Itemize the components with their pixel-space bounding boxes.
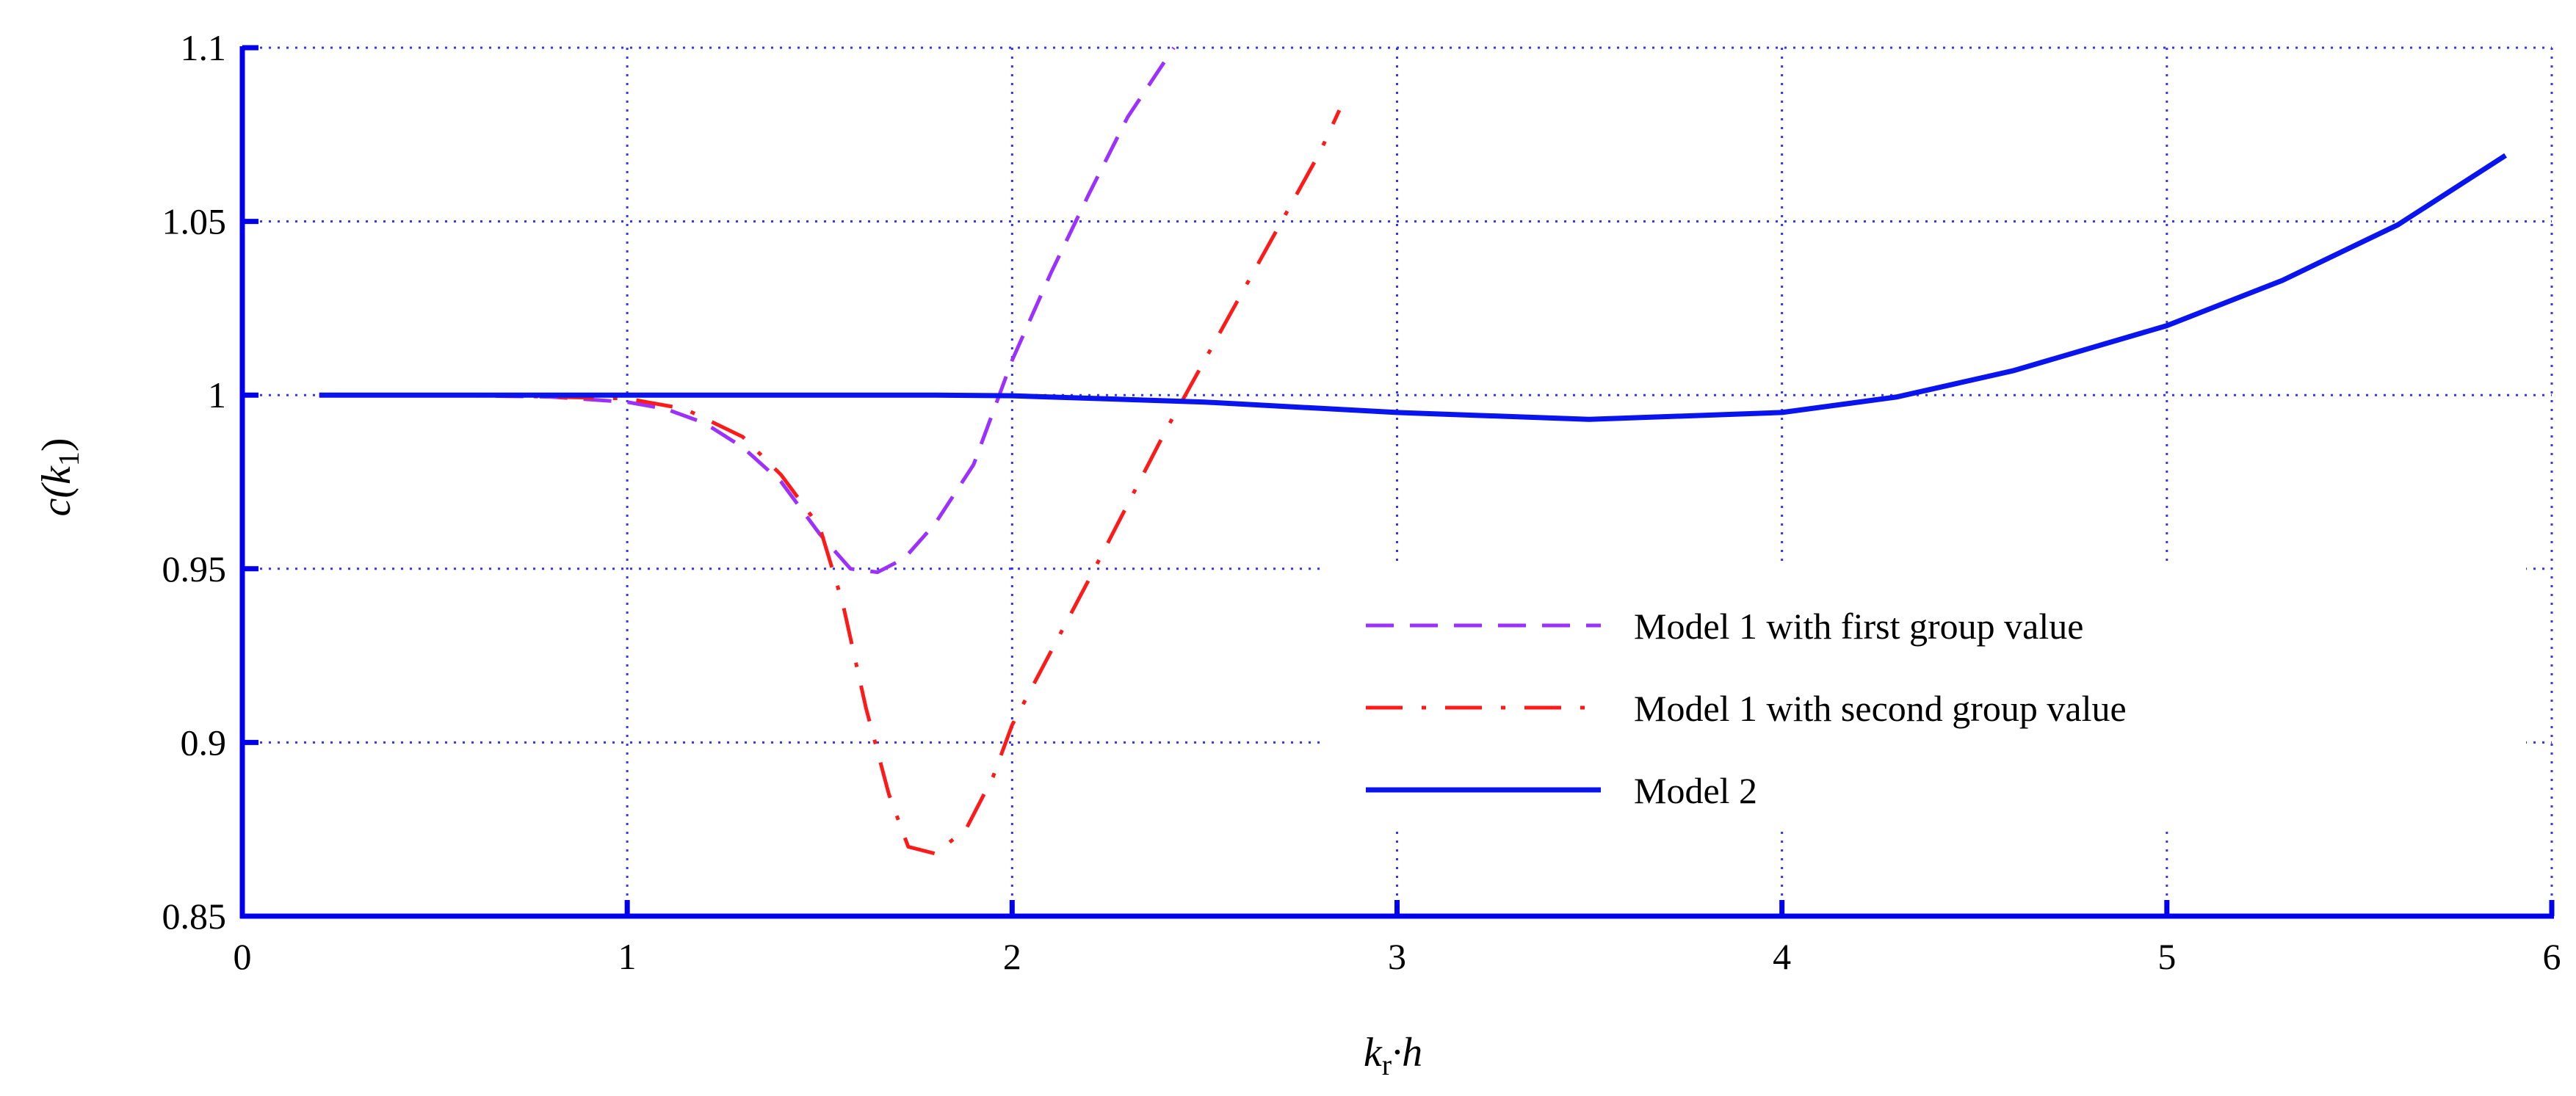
- y-tick-label-2: 0.95: [162, 548, 227, 589]
- series-layer: [319, 46, 2507, 856]
- x-tick-label-6: 6: [2543, 936, 2561, 977]
- x-tick-label-1: 1: [618, 936, 637, 977]
- legend-label-3: Model 2: [1634, 770, 1757, 811]
- legend-label-1: Model 1 with first group value: [1634, 606, 2083, 647]
- y-tick-label-3: 1: [208, 374, 226, 415]
- y-tick-label-5: 1.1: [181, 27, 227, 68]
- series-line-2: [319, 109, 1342, 856]
- legend-background: [1322, 567, 2526, 831]
- y-tick-label-1: 0.9: [181, 722, 227, 763]
- series-line-3: [319, 153, 2507, 422]
- x-tick-label-5: 5: [2157, 936, 2176, 977]
- y-tick-label-4: 1.05: [162, 201, 227, 242]
- x-tick-label-4: 4: [1773, 936, 1791, 977]
- legend: Model 1 with first group value Model 1 wi…: [1366, 606, 2127, 811]
- legend-label-2: Model 1 with second group value: [1634, 688, 2127, 729]
- x-tick-label-3: 3: [1388, 936, 1406, 977]
- x-axis-label: kr·h: [1364, 1030, 1422, 1081]
- y-tick-label-0: 0.85: [162, 896, 227, 937]
- x-tick-label-2: 2: [1003, 936, 1021, 977]
- legend-mask: [1322, 567, 2526, 831]
- x-tick-label-0: 0: [234, 936, 252, 977]
- series-line-1: [319, 46, 1176, 574]
- axes: [239, 45, 2555, 919]
- y-axis-label: c(k1): [34, 438, 85, 516]
- tick-labels: 0 1 2 3 4 5 6 0.85 0.9 0.95 1 1.05 1.1: [162, 27, 2561, 977]
